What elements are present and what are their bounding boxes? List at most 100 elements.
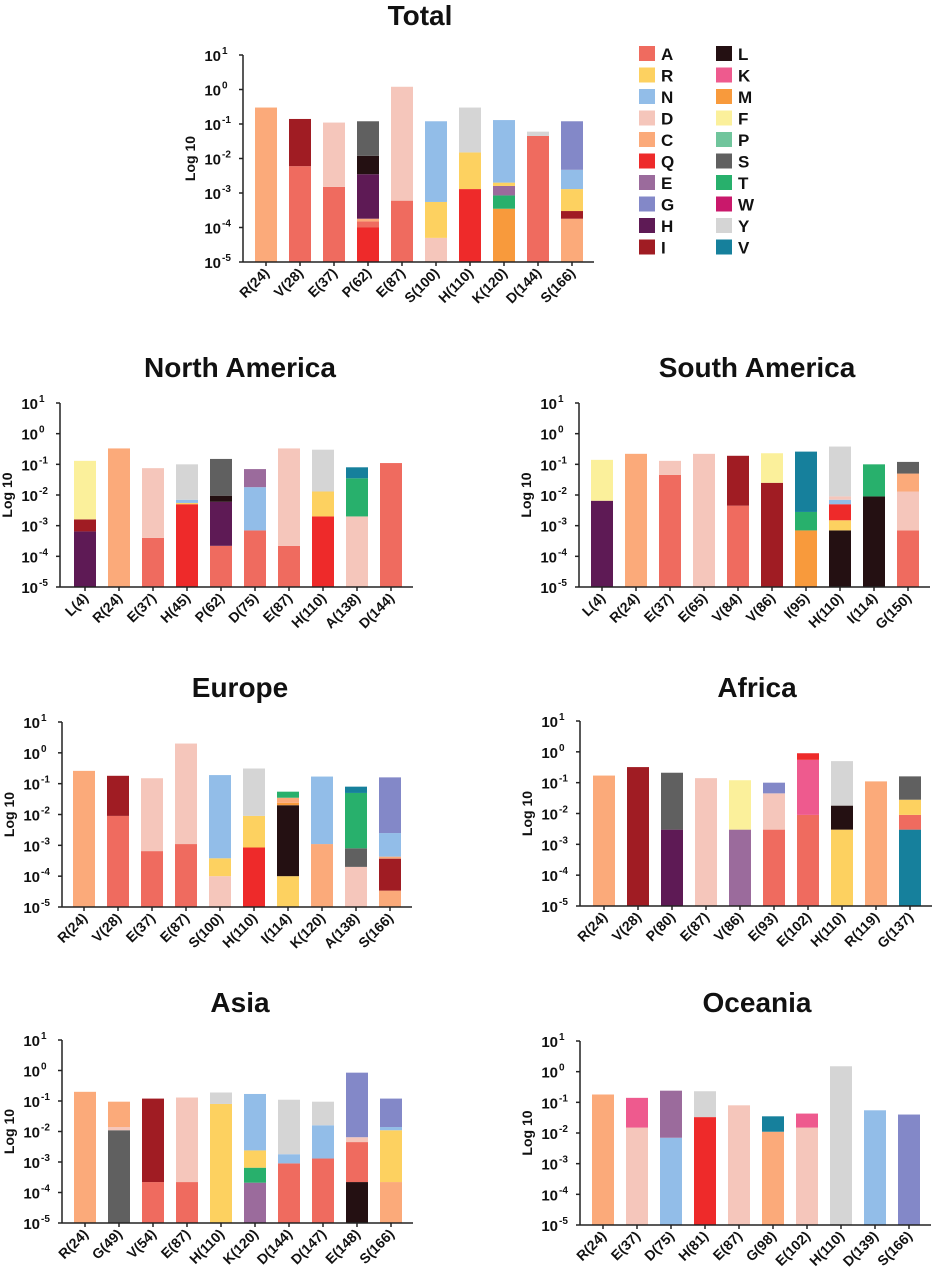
bar bbox=[625, 453, 647, 587]
legend-item-V: V bbox=[716, 239, 750, 258]
y-tick-label: 10 bbox=[540, 396, 557, 413]
bar-segment-H bbox=[210, 501, 232, 546]
bar bbox=[142, 1098, 164, 1223]
bar-segment-A bbox=[142, 537, 164, 587]
legend-swatch bbox=[639, 110, 655, 126]
legend-item-P: P bbox=[716, 131, 749, 150]
legend-label: K bbox=[738, 67, 751, 86]
y-tick-label: 10 bbox=[23, 1125, 40, 1142]
bar-segment-H bbox=[74, 531, 96, 587]
bar-segment-D bbox=[659, 460, 681, 475]
y-tick-label: 10 bbox=[23, 1155, 40, 1172]
y-tick-label: 10 bbox=[540, 549, 557, 566]
bar-segment-M bbox=[277, 802, 299, 806]
y-tick-exponent: 0 bbox=[39, 425, 45, 436]
bar-segment-V bbox=[795, 451, 817, 512]
x-tick-label: R(24) bbox=[606, 590, 642, 626]
bar-segment-L bbox=[346, 1182, 368, 1223]
x-tick-label: D(75) bbox=[641, 1228, 677, 1264]
y-tick-label: 10 bbox=[23, 808, 40, 825]
x-tick-label: E(148) bbox=[322, 1226, 363, 1267]
y-tick-label: 10 bbox=[541, 1157, 558, 1174]
bar-segment-T bbox=[346, 478, 368, 517]
bar-segment-H bbox=[661, 829, 683, 906]
bar bbox=[493, 120, 515, 262]
bar bbox=[277, 791, 299, 907]
y-tick-exponent: -2 bbox=[559, 805, 568, 816]
y-axis-label: Log 10 bbox=[182, 136, 198, 181]
x-tick-label: E(37) bbox=[305, 265, 341, 301]
legend-label: W bbox=[738, 196, 755, 215]
x-tick-label: D(147) bbox=[288, 1226, 330, 1268]
bar bbox=[175, 743, 197, 907]
y-tick-exponent: -3 bbox=[41, 1153, 50, 1164]
bar bbox=[346, 467, 368, 587]
bar bbox=[591, 459, 613, 587]
legend-swatch bbox=[716, 175, 732, 190]
x-tick-label: E(37) bbox=[608, 1228, 644, 1264]
y-tick-exponent: -1 bbox=[39, 455, 48, 466]
bar-segment-D bbox=[108, 1127, 130, 1131]
y-tick-exponent: -1 bbox=[558, 455, 567, 466]
bar-segment-Q bbox=[829, 504, 851, 521]
legend-label: Q bbox=[661, 153, 674, 172]
x-tick-label: R(24) bbox=[54, 910, 90, 946]
legend-item-L: L bbox=[716, 45, 748, 64]
y-tick-exponent: -5 bbox=[41, 1214, 50, 1225]
bar-segment-Q bbox=[459, 189, 481, 262]
bar-segment-D bbox=[695, 778, 717, 906]
y-tick-label: 10 bbox=[541, 1034, 558, 1051]
x-tick-label: D(144) bbox=[503, 265, 545, 307]
bar-segment-G bbox=[380, 1098, 402, 1128]
y-tick-exponent: -3 bbox=[559, 835, 568, 846]
y-tick-label: 10 bbox=[23, 1216, 40, 1233]
bar-segment-I bbox=[561, 211, 583, 219]
y-tick-label: 10 bbox=[21, 519, 38, 536]
bar-segment-R bbox=[831, 829, 853, 906]
legend-label: D bbox=[661, 110, 673, 129]
bar-segment-R bbox=[243, 815, 265, 848]
x-tick-label: H(110) bbox=[806, 1228, 847, 1269]
bar-segment-E bbox=[729, 829, 751, 906]
legend-label: Y bbox=[738, 217, 750, 236]
bar-segment-Q bbox=[176, 504, 198, 587]
y-tick-exponent: 1 bbox=[41, 713, 47, 724]
bar-segment-C bbox=[865, 781, 887, 906]
bar-segment-N bbox=[312, 1125, 334, 1159]
x-tick-label: H(81) bbox=[675, 1228, 711, 1264]
chart-title: Africa bbox=[717, 672, 797, 703]
x-tick-label: G(137) bbox=[874, 909, 916, 951]
bar bbox=[660, 1090, 682, 1225]
chart-title: Asia bbox=[210, 987, 270, 1018]
bar-segment-C bbox=[357, 218, 379, 222]
y-axis-label: Log 10 bbox=[0, 472, 15, 517]
bar-segment-R bbox=[561, 189, 583, 212]
bar bbox=[108, 448, 130, 587]
bar-segment-G bbox=[561, 121, 583, 170]
y-tick-label: 10 bbox=[541, 714, 558, 731]
bar bbox=[380, 1098, 402, 1223]
y-tick-label: 10 bbox=[23, 715, 40, 732]
bar-segment-I bbox=[289, 118, 311, 167]
bar-segment-D bbox=[176, 1097, 198, 1183]
y-tick-exponent: -1 bbox=[41, 1092, 50, 1103]
bar-segment-N bbox=[864, 1110, 886, 1225]
y-tick-label: 10 bbox=[23, 1033, 40, 1050]
bar-segment-N bbox=[561, 169, 583, 190]
x-tick-label: H(45) bbox=[157, 590, 193, 626]
y-tick-label: 10 bbox=[23, 777, 40, 794]
y-tick-exponent: 1 bbox=[39, 394, 45, 405]
legend-swatch bbox=[716, 196, 732, 212]
y-tick-exponent: -4 bbox=[39, 547, 48, 558]
bar-segment-Y bbox=[312, 1101, 334, 1126]
bar bbox=[289, 118, 311, 262]
bar-segment-N bbox=[379, 833, 401, 857]
bar bbox=[761, 453, 783, 587]
y-tick-label: 10 bbox=[21, 549, 38, 566]
bar bbox=[797, 753, 819, 906]
bar bbox=[694, 1091, 716, 1225]
bar-segment-A bbox=[357, 221, 379, 228]
bar-segment-R bbox=[176, 502, 198, 505]
